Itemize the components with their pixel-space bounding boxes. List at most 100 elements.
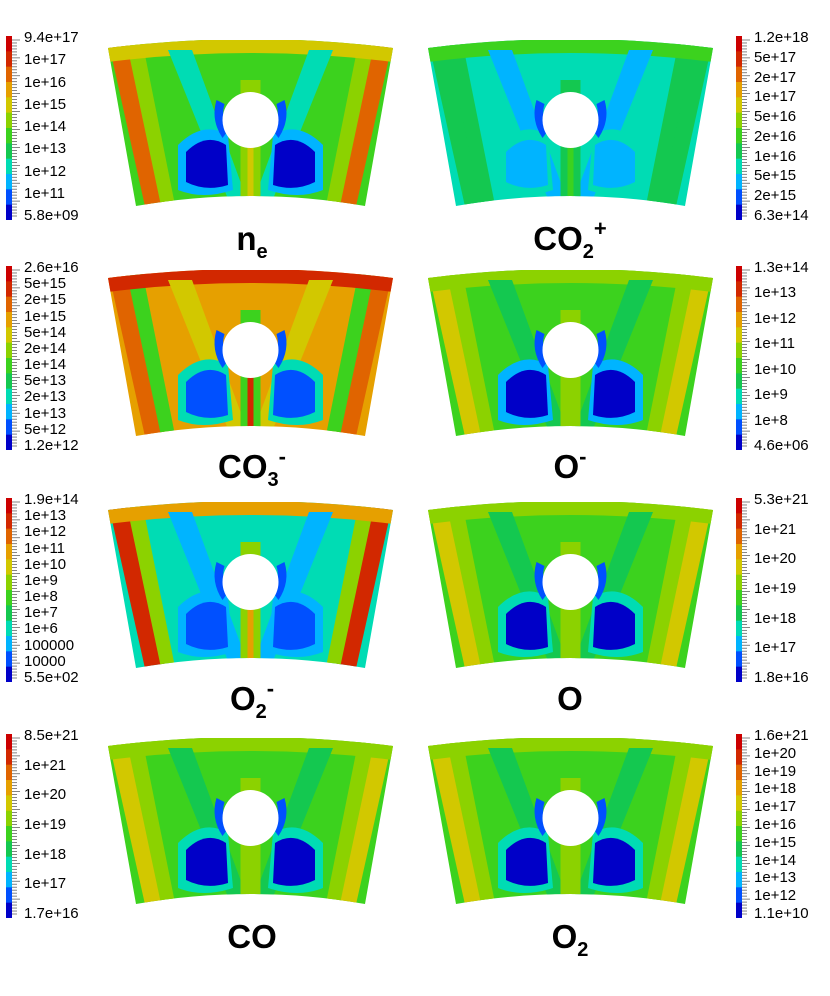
edge-band xyxy=(653,270,713,436)
colorbar-tick-label: 5.3e+21 xyxy=(754,491,809,508)
colorbar-band xyxy=(6,620,12,637)
center-line xyxy=(567,838,574,904)
colorbar-band xyxy=(736,327,742,344)
colorbar-tick-label: 1e+9 xyxy=(24,571,58,589)
colorbar-band xyxy=(6,158,12,175)
colorbar-tick-label: 1e+20 xyxy=(754,744,797,762)
colorbar-band xyxy=(736,872,742,888)
lobe-core xyxy=(273,601,315,650)
colorbar-band xyxy=(736,373,742,390)
colorbar-band xyxy=(6,872,12,888)
colorbar-tick-label: 2e+15 xyxy=(754,187,797,205)
colorbar-tick-label: 1e+12 xyxy=(24,162,67,180)
colorbar-band xyxy=(736,342,742,359)
colorbar-band xyxy=(6,590,12,606)
edge-band-inner xyxy=(323,738,375,904)
colorbar-band xyxy=(736,887,742,904)
colorbar-gradient xyxy=(736,266,750,451)
lobe-core xyxy=(186,369,228,418)
colorbar-band xyxy=(6,513,12,530)
species-label-main: O xyxy=(229,680,256,717)
colorbar-tick-label: 5.8e+09 xyxy=(24,207,79,224)
colorbar-tick-label: 5e+12 xyxy=(24,420,67,438)
lobe-core xyxy=(186,837,228,886)
colorbar-tick-label: 1e+17 xyxy=(754,798,797,816)
colorbar-band xyxy=(6,388,12,405)
colorbar-tick-label: 1e+15 xyxy=(24,307,67,325)
colorbar-tick-label: 5e+14 xyxy=(24,323,67,341)
colorbar-band xyxy=(736,128,742,144)
edge-band-inner xyxy=(643,40,695,206)
colorbar-tick-label: 1e+16 xyxy=(24,73,67,91)
colorbar-tick-label: 1e+17 xyxy=(24,875,67,893)
center-line xyxy=(247,602,254,668)
colorbar-tick-label: 1e+16 xyxy=(754,147,797,165)
species-label-om: O- xyxy=(505,446,635,484)
colorbar-band xyxy=(6,112,12,129)
colorbar-tick-label: 1e+18 xyxy=(754,609,797,627)
colorbar-band xyxy=(6,373,12,390)
center-hole xyxy=(542,790,599,846)
species-label-superscript: - xyxy=(579,444,587,469)
colorbar-band xyxy=(736,544,742,560)
edge-band xyxy=(333,270,393,436)
center-line xyxy=(567,370,574,436)
colorbar-band xyxy=(736,388,742,405)
contour-svg xyxy=(108,737,393,904)
colorbar-tick-label: 1e+15 xyxy=(24,95,67,113)
colorbar-gradient xyxy=(6,266,20,451)
colorbar-band xyxy=(6,174,12,190)
colorbar-band xyxy=(736,528,742,545)
colorbar-tick-label: 1e+9 xyxy=(754,386,788,404)
contour-svg xyxy=(108,501,393,668)
contour-svg xyxy=(428,501,713,668)
colorbar-band xyxy=(6,51,12,68)
colorbar-band xyxy=(6,143,12,160)
species-label-main: CO xyxy=(218,448,268,485)
colorbar-tick-label: 1.6e+21 xyxy=(754,727,809,744)
colorbar-co3m xyxy=(6,266,20,455)
colorbar-band xyxy=(6,36,12,52)
colorbar-o xyxy=(736,498,750,687)
edge-band xyxy=(653,738,713,904)
colorbar-tick-label: 4.6e+06 xyxy=(754,437,809,454)
colorbar-band xyxy=(6,66,12,83)
colorbar-band xyxy=(6,544,12,560)
center-hole xyxy=(542,92,599,148)
colorbar-tick-label: 100000 xyxy=(24,636,75,654)
center-hole xyxy=(222,554,279,610)
colorbar-band xyxy=(736,620,742,637)
colorbar-band xyxy=(6,856,12,873)
colorbar-band xyxy=(6,559,12,576)
colorbar-band xyxy=(6,342,12,359)
colorbar-tick-label: 5e+17 xyxy=(754,48,797,66)
contour-plot-co xyxy=(108,737,393,923)
lobe-core xyxy=(186,139,228,188)
colorbar-band xyxy=(736,651,742,668)
colorbar-tick-label: 1.7e+16 xyxy=(24,905,79,922)
colorbar-band xyxy=(736,281,742,298)
colorbar-band xyxy=(6,281,12,298)
edge-band xyxy=(108,40,168,206)
colorbar-gradient xyxy=(6,734,20,919)
colorbar-tick-label: 9.4e+17 xyxy=(24,29,79,46)
colorbar-band xyxy=(736,764,742,781)
center-line xyxy=(567,602,574,668)
colorbar-band xyxy=(736,666,742,683)
center-hole xyxy=(222,790,279,846)
colorbar-gradient xyxy=(6,498,20,683)
edge-band xyxy=(428,40,488,206)
colorbar-band xyxy=(736,498,742,514)
edge-band-inner xyxy=(126,502,178,668)
lobe-core xyxy=(506,837,548,886)
colorbar-ne xyxy=(6,36,20,225)
colorbar-gradient xyxy=(6,36,20,221)
colorbar-tick-label: 1.8e+16 xyxy=(754,669,809,686)
colorbar-tick-label: 6.3e+14 xyxy=(754,207,809,224)
colorbar-tick-label: 1e+17 xyxy=(754,639,797,657)
colorbar-tick-label: 1e+11 xyxy=(24,184,66,202)
edge-band-inner xyxy=(446,738,498,904)
colorbar-band xyxy=(736,513,742,530)
colorbar-band xyxy=(736,404,742,420)
colorbar-tick-label: 1e+14 xyxy=(24,118,67,135)
